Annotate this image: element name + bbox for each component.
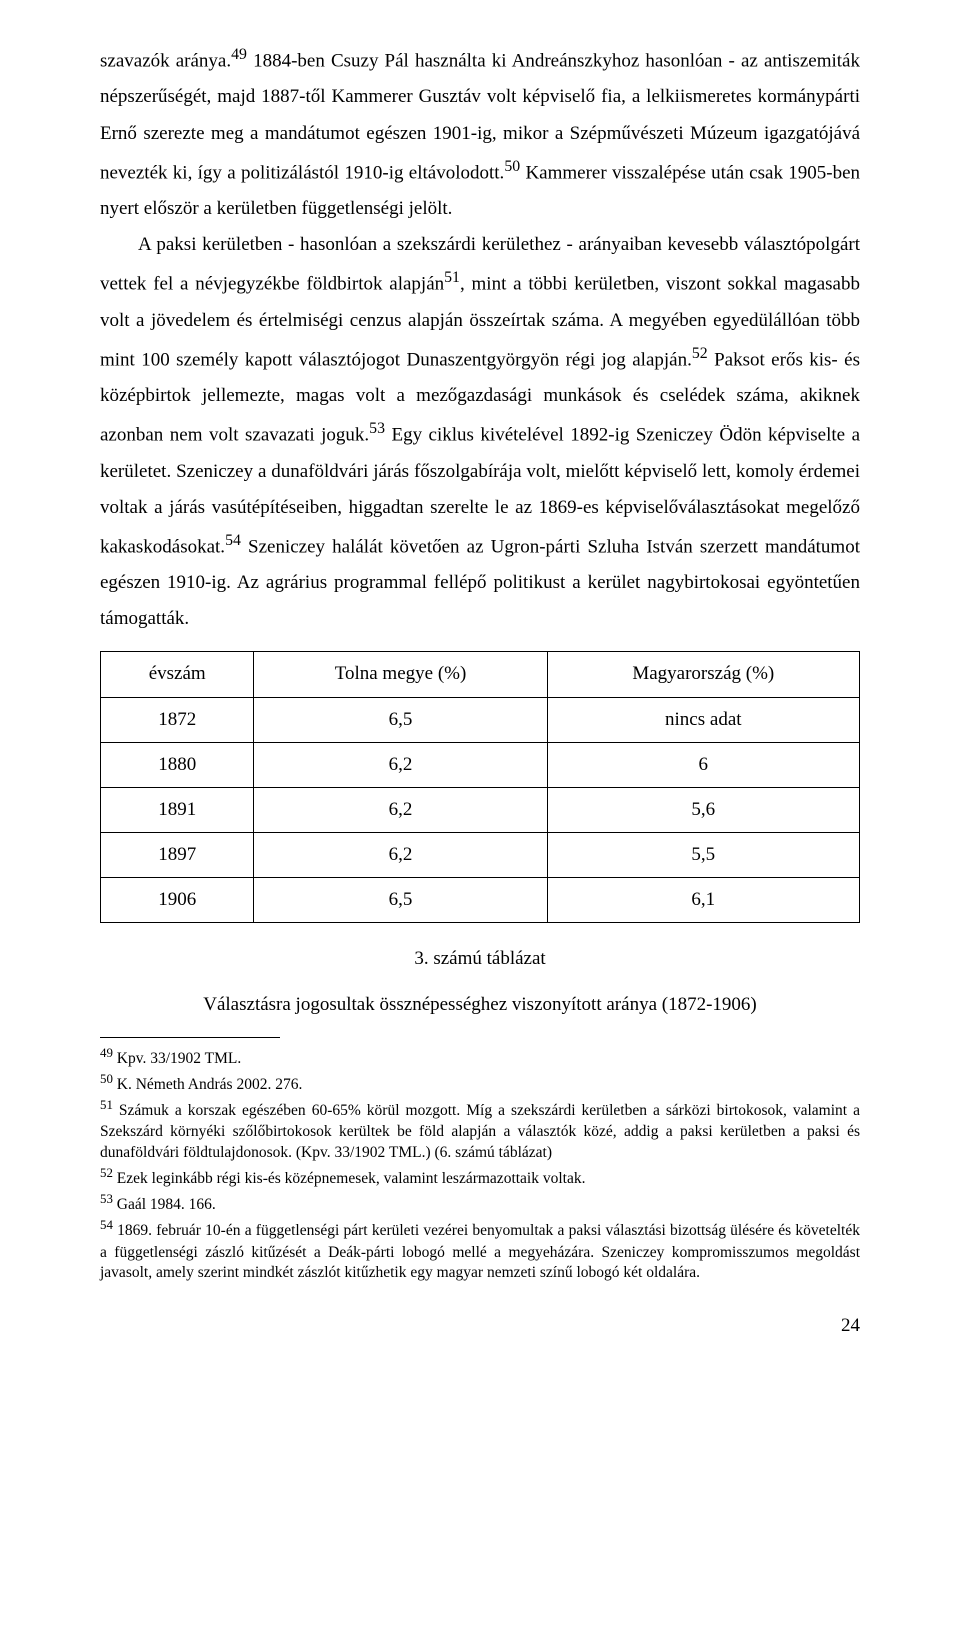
- footnote-line: 52 Ezek leginkább régi kis-és középnemes…: [100, 1164, 860, 1190]
- table-cell: 6,2: [254, 787, 547, 832]
- table-cell: 1906: [101, 877, 254, 922]
- table-cell: 1891: [101, 787, 254, 832]
- table-row: 18916,25,6: [101, 787, 860, 832]
- table-header-cell: évszám: [101, 652, 254, 697]
- table-cell: 1872: [101, 697, 254, 742]
- table-cell: 6,5: [254, 697, 547, 742]
- table-cell: nincs adat: [547, 697, 859, 742]
- table-row: 18976,25,5: [101, 832, 860, 877]
- table-cell: 5,6: [547, 787, 859, 832]
- footnote-line: 54 1869. február 10-én a függetlenségi p…: [100, 1216, 860, 1284]
- footnote-line: 49 Kpv. 33/1902 TML.: [100, 1044, 860, 1070]
- body-paragraphs: szavazók aránya.49 1884-ben Csuzy Pál ha…: [100, 40, 860, 637]
- footnote-line: 53 Gaál 1984. 166.: [100, 1190, 860, 1216]
- table-body: 18726,5nincs adat18806,2618916,25,618976…: [101, 697, 860, 922]
- table-cell: 6,2: [254, 742, 547, 787]
- footnotes-block: 49 Kpv. 33/1902 TML.50 K. Németh András …: [100, 1044, 860, 1284]
- table-cell: 1880: [101, 742, 254, 787]
- page-number: 24: [100, 1308, 860, 1344]
- table-cell: 6: [547, 742, 859, 787]
- footnote-line: 51 Számuk a korszak egészében 60-65% kör…: [100, 1096, 860, 1164]
- table-cell: 6,1: [547, 877, 859, 922]
- table-header-row: évszám Tolna megye (%) Magyarország (%): [101, 652, 860, 697]
- table-header-cell: Magyarország (%): [547, 652, 859, 697]
- table-cell: 6,2: [254, 832, 547, 877]
- table-row: 18726,5nincs adat: [101, 697, 860, 742]
- table-cell: 6,5: [254, 877, 547, 922]
- data-table: évszám Tolna megye (%) Magyarország (%) …: [100, 651, 860, 923]
- table-cell: 1897: [101, 832, 254, 877]
- table-row: 19066,56,1: [101, 877, 860, 922]
- table-subtitle: Választásra jogosultak össznépességhez v…: [100, 987, 860, 1023]
- footnote-separator: [100, 1037, 280, 1038]
- table-header-cell: Tolna megye (%): [254, 652, 547, 697]
- table-row: 18806,26: [101, 742, 860, 787]
- table-caption: 3. számú táblázat: [100, 941, 860, 977]
- table-cell: 5,5: [547, 832, 859, 877]
- footnote-line: 50 K. Németh András 2002. 276.: [100, 1070, 860, 1096]
